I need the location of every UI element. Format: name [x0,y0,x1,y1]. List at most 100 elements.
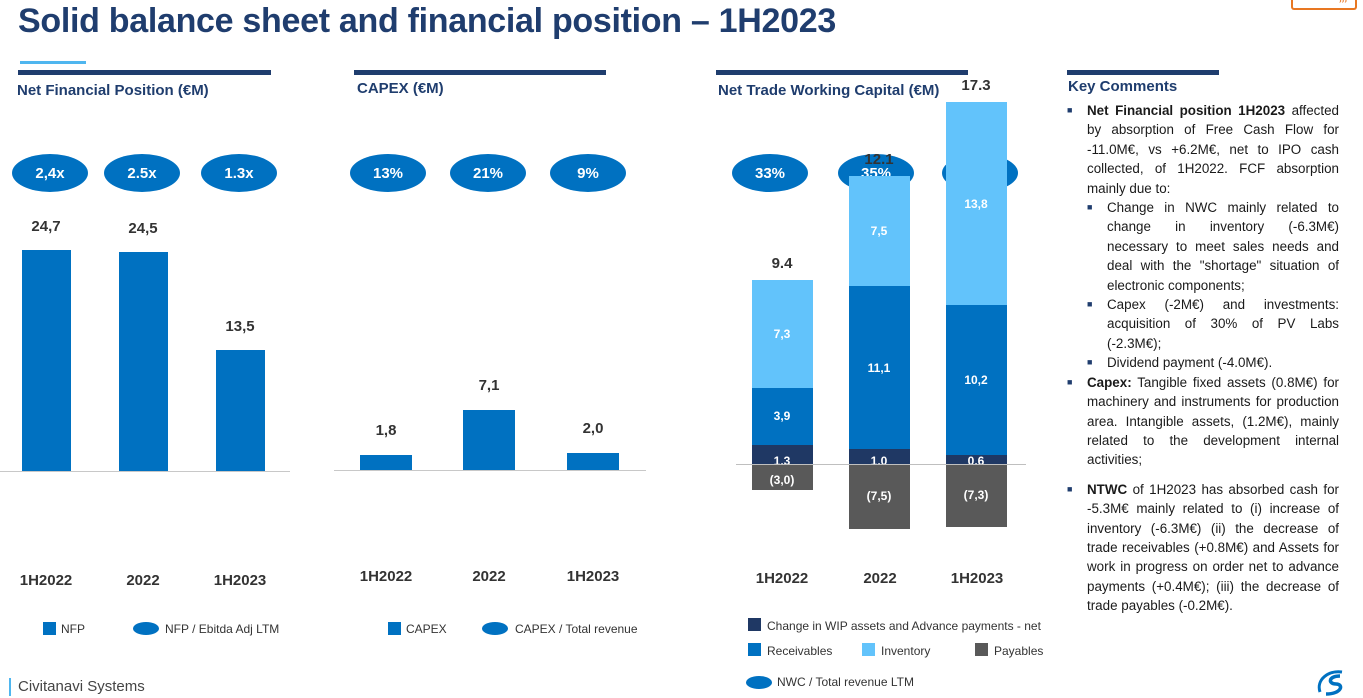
comments-title: Key Comments [1068,78,1178,95]
capex-ratio-pill: 13% [350,154,426,192]
ntwc-inventory-label: 7,3 [773,326,791,341]
comment-bold-lead: Net Financial position 1H2023 [1087,103,1286,118]
nfp-title: Net Financial Position (€M) [17,82,209,99]
comment-text: Dividend payment (-4.0M€). [1107,355,1273,371]
footer-company: Civitanavi Systems [9,678,145,696]
nfp-axis [0,471,290,472]
comment-item: ■ NTWC of 1H2023 has absorbed cash for -5… [1066,480,1339,616]
capex-value-label: 1,8 [375,421,397,439]
comment-item: ■ Capex: Tangible fixed assets (0.8M€) fo… [1066,373,1339,470]
capex-x-label: 1H2023 [566,568,620,585]
comment-text: affected by absorption of Free Cash Flow… [1087,103,1339,196]
capex-legend-bar-label: CAPEX [406,622,447,636]
nfp-ratio-pill: 2,4x [12,154,88,192]
ntwc-payables-label: (3,0) [769,473,795,487]
nfp-ratio-pill: 2.5x [104,154,180,192]
ntwc-total-label: 12.1 [864,150,894,168]
capex-legend-swatch [388,622,401,635]
capex-title: CAPEX (€M) [357,80,444,97]
ntwc-legend-receivables-label: Receivables [767,644,833,658]
ntwc-axis [736,464,1026,465]
brand-logo-tab: ››› [1291,0,1357,10]
bullet-icon: ■ [1067,376,1073,387]
title-accent-line [20,61,86,64]
comment-bold-lead: NTWC [1087,481,1128,497]
comment-text: of 1H2023 has absorbed cash for -5.3M€ m… [1087,481,1339,614]
ntwc-receivables-segment [945,305,1007,456]
comment-bold-lead: Capex: [1087,374,1132,390]
ntwc-payables-segment [945,464,1007,527]
ntwc-total-label: 17.3 [961,77,991,95]
capex-ratio-pill: 21% [450,154,526,192]
company-logo-icon [1317,670,1343,696]
nfp-bar [118,251,168,471]
comment-text: Capex (-2M€) and investments: acquisitio… [1107,297,1339,351]
capex-value-label: 2,0 [582,420,604,438]
capex-x-label: 2022 [472,568,506,585]
nfp-value-label: 24,5 [128,219,158,237]
ntwc-legend-inventory-label: Inventory [881,644,931,658]
capex-ratio-pill: 9% [550,154,626,192]
capex-legend-ratio-label: CAPEX / Total revenue [515,622,638,636]
nfp-x-label: 1H2022 [19,572,73,589]
nfp-bar [21,250,71,471]
bullet-icon: ■ [1067,483,1073,494]
comment-item: ■ Capex (-2M€) and investments: acquisiti… [1066,295,1339,353]
capex-bar [567,453,619,470]
capex-value-label: 7,1 [478,377,500,394]
nfp-x-label: 1H2023 [213,572,267,589]
nfp-ratio-pill: 1.3x [201,154,277,192]
bullet-icon: ■ [1087,299,1093,310]
capex-x-label: 1H2022 [359,568,413,585]
ntwc-inventory-segment [751,280,813,388]
ntwc-inventory-segment [945,102,1007,306]
capex-bar [463,410,515,470]
comment-item: ■ Net Financial position 1H2023 affected … [1066,101,1339,198]
nfp-legend-swatch [43,622,56,635]
ntwc-legend-wip-swatch [748,618,761,631]
comment-text: Tangible fixed assets (0.8M€) for machin… [1087,374,1339,468]
ntwc-payables-segment [848,464,910,529]
ntwc-total-label: 9.4 [771,255,793,273]
capex-section-bar [354,70,606,75]
bullet-icon: ■ [1087,357,1093,368]
ntwc-inventory-label: 13,8 [964,196,988,211]
nfp-legend-bar-label: NFP [61,622,85,636]
ntwc-legend-receivables-swatch [748,643,761,656]
page-title: Solid balance sheet and financial positi… [18,2,836,40]
ntwc-inventory-segment [848,175,910,287]
ntwc-legend-ratio-label: NWC / Total revenue LTM [777,675,914,689]
ntwc-legend-wip-label: Change in WIP assets and Advance payment… [767,619,1041,633]
ntwc-payables-label: (7,3) [963,488,989,503]
chevrons-icon: ››› [1339,0,1347,5]
nfp-legend-ratio-label: NFP / Ebitda Adj LTM [165,622,280,636]
ntwc-wip-segment [751,444,813,464]
comment-item: ■ Dividend payment (-4.0M€). [1066,353,1339,372]
ntwc-legend-oval [746,676,772,689]
ntwc-wip-segment [848,449,910,464]
capex-legend-oval [482,622,508,635]
ntwc-x-label: 1H2022 [755,570,809,587]
ntwc-legend-inventory-swatch [862,643,875,656]
bullet-icon: ■ [1067,105,1073,115]
ntwc-title: Net Trade Working Capital (€M) [718,82,940,99]
capex-axis [334,470,646,471]
ntwc-legend-payables-label: Payables [994,644,1044,658]
ntwc-payables-label: (7,5) [866,489,892,504]
comment-item: ■ Change in NWC mainly related to change … [1066,198,1339,295]
comments-section-bar [1067,70,1219,75]
nfp-legend-oval [133,622,159,635]
bullet-icon: ■ [1087,202,1093,213]
ntwc-payables-segment [751,464,813,490]
ntwc-section-bar [716,70,968,75]
ntwc-receivables-label: 3,9 [773,409,791,424]
ntwc-receivables-segment [751,387,813,445]
ntwc-receivables-label: 10,2 [964,373,988,388]
comment-text: Change in NWC mainly related to change i… [1107,200,1339,293]
nfp-x-label: 2022 [126,572,160,589]
ntwc-wip-segment [945,455,1007,464]
ntwc-receivables-label: 11,1 [867,360,891,375]
nfp-value-label: 13,5 [225,318,255,336]
nfp-value-label: 24,7 [31,218,61,235]
ntwc-x-label: 1H2023 [950,570,1004,587]
